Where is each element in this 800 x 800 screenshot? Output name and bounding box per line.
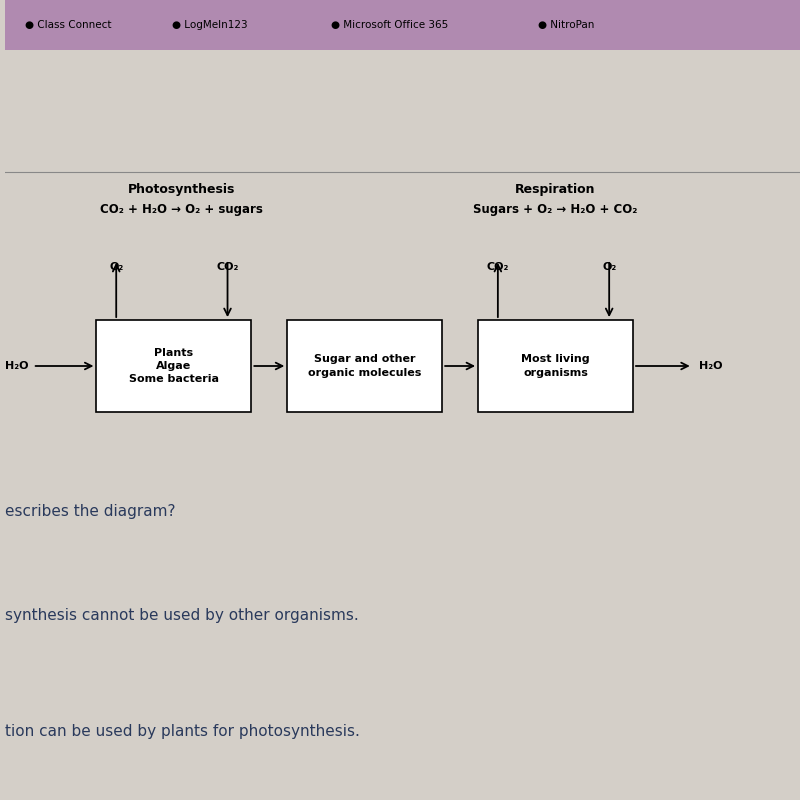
Text: ● NitroPan: ● NitroPan bbox=[538, 20, 594, 30]
Text: escribes the diagram?: escribes the diagram? bbox=[5, 504, 175, 519]
FancyBboxPatch shape bbox=[478, 320, 633, 412]
Text: Most living
organisms: Most living organisms bbox=[521, 354, 590, 378]
Text: H₂O: H₂O bbox=[699, 361, 722, 371]
Text: H₂O: H₂O bbox=[6, 361, 29, 371]
Text: synthesis cannot be used by other organisms.: synthesis cannot be used by other organi… bbox=[5, 608, 358, 623]
Text: Photosynthesis: Photosynthesis bbox=[128, 183, 235, 196]
Text: O₂: O₂ bbox=[602, 262, 616, 272]
Text: Plants
Algae
Some bacteria: Plants Algae Some bacteria bbox=[129, 348, 219, 384]
Text: CO₂: CO₂ bbox=[486, 262, 509, 272]
Text: Sugar and other
organic molecules: Sugar and other organic molecules bbox=[308, 354, 422, 378]
FancyBboxPatch shape bbox=[287, 320, 442, 412]
Text: Sugars + O₂ → H₂O + CO₂: Sugars + O₂ → H₂O + CO₂ bbox=[474, 203, 638, 216]
Text: CO₂ + H₂O → O₂ + sugars: CO₂ + H₂O → O₂ + sugars bbox=[100, 203, 263, 216]
Text: Respiration: Respiration bbox=[515, 183, 596, 196]
Text: ● Class Connect: ● Class Connect bbox=[25, 20, 111, 30]
FancyBboxPatch shape bbox=[96, 320, 251, 412]
Text: O₂: O₂ bbox=[109, 262, 123, 272]
Text: CO₂: CO₂ bbox=[216, 262, 238, 272]
Text: ● Microsoft Office 365: ● Microsoft Office 365 bbox=[331, 20, 448, 30]
FancyBboxPatch shape bbox=[5, 0, 800, 50]
Text: tion can be used by plants for photosynthesis.: tion can be used by plants for photosynt… bbox=[5, 724, 360, 739]
Text: ● LogMeIn123: ● LogMeIn123 bbox=[172, 20, 247, 30]
